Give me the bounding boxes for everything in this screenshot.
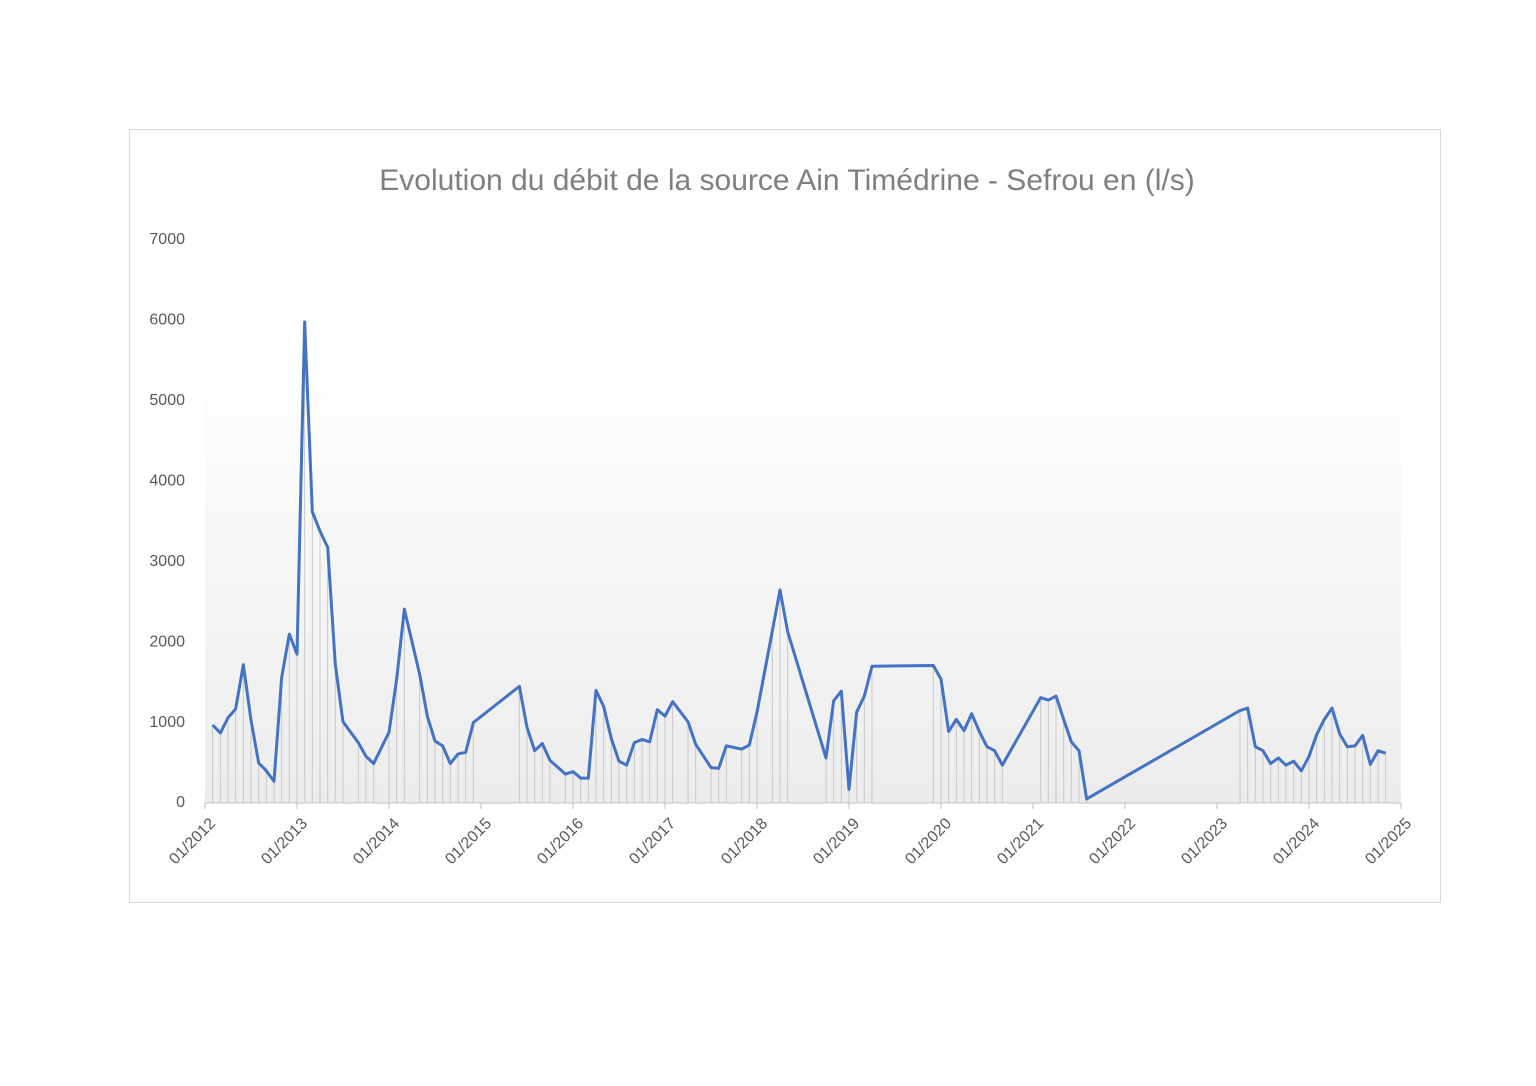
chart-title: Evolution du débit de la source Ain Timé… — [379, 164, 1194, 197]
y-tick-label: 4000 — [149, 473, 185, 490]
y-tick-label: 6000 — [149, 312, 185, 329]
y-tick-label: 1000 — [149, 714, 185, 731]
y-tick-label: 0 — [176, 794, 185, 811]
y-tick-label: 7000 — [149, 231, 185, 248]
data-line — [211, 320, 1387, 801]
y-tick-label: 3000 — [149, 553, 185, 570]
y-tick-label: 5000 — [149, 392, 185, 409]
plot-background — [205, 360, 1401, 803]
y-tick-label: 2000 — [149, 633, 185, 650]
